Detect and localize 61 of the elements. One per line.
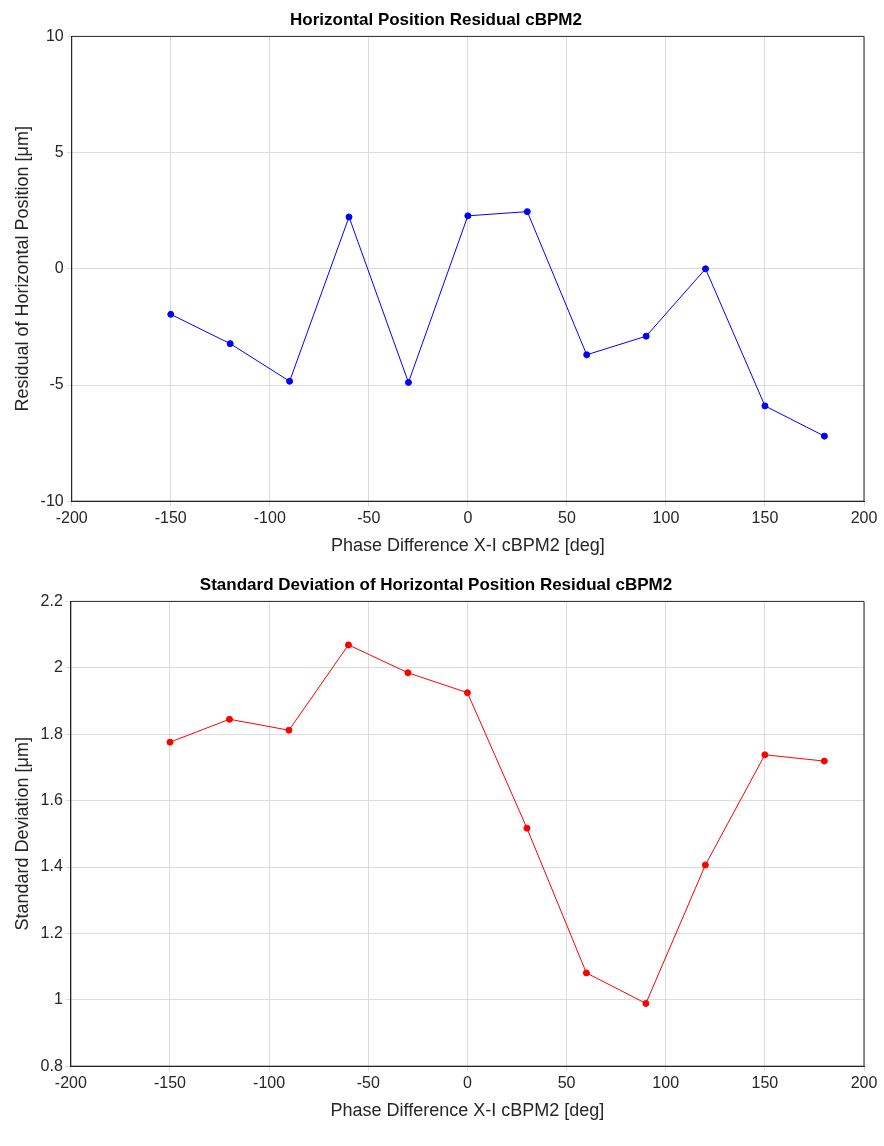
point xyxy=(225,715,233,723)
y-tick-label: 1 xyxy=(53,990,63,1008)
y-tick-label: 2 xyxy=(53,658,63,676)
y-tick-label: 1.2 xyxy=(40,923,63,941)
point xyxy=(286,377,294,385)
x-tick-label: 200 xyxy=(850,509,878,527)
y-tick-label: 2.2 xyxy=(40,591,63,609)
point xyxy=(523,824,531,832)
y-axis-title: Residual of Horizontal Position [μm] xyxy=(11,126,32,412)
point xyxy=(464,212,472,220)
point xyxy=(761,751,769,759)
x-axis-title: Phase Difference X-I cBPM2 [deg] xyxy=(330,535,605,556)
y-tick-label: 1.4 xyxy=(40,857,63,875)
x-tick-label: -150 xyxy=(153,1074,187,1092)
x-tick-label: -150 xyxy=(154,509,187,527)
x-tick-label: 100 xyxy=(652,509,680,527)
point xyxy=(642,999,650,1007)
point xyxy=(582,969,590,977)
point xyxy=(702,265,710,273)
x-tick-label: 150 xyxy=(751,509,779,527)
x-tick-label: 0 xyxy=(463,509,473,527)
x-tick-label: 0 xyxy=(462,1074,472,1092)
y-tick-label: 10 xyxy=(45,26,64,44)
point xyxy=(463,689,471,697)
x-tick-label: -50 xyxy=(356,1074,380,1092)
y-tick-label: 0 xyxy=(54,259,64,277)
x-axis-title: Phase Difference X-I cBPM2 [deg] xyxy=(330,1100,605,1121)
x-tick-label: -100 xyxy=(253,509,286,527)
point xyxy=(344,641,352,649)
x-tick-label: 50 xyxy=(558,509,576,527)
x-tick-label: -100 xyxy=(253,1074,286,1092)
y-tick-label: 5 xyxy=(54,143,64,161)
chart-title: Standard Deviation of Horizontal Position Residual cBPM2 xyxy=(199,574,673,594)
x-tick-label: -50 xyxy=(357,509,381,527)
point xyxy=(285,726,293,734)
point xyxy=(404,669,412,677)
x-tick-label: 150 xyxy=(751,1074,779,1092)
point xyxy=(820,757,828,765)
x-tick-label: -200 xyxy=(55,509,88,527)
point xyxy=(167,310,175,318)
x-tick-label: 200 xyxy=(850,1074,878,1092)
x-tick-label: -200 xyxy=(54,1074,87,1092)
y-tick-label: -5 xyxy=(49,375,64,393)
y-tick-label: 1.6 xyxy=(40,791,63,809)
y-tick-label: 0.8 xyxy=(40,1056,63,1074)
chart-title: Horizontal Position Residual cBPM2 xyxy=(290,9,582,29)
y-axis-title: Standard Deviation [μm] xyxy=(11,737,32,931)
point xyxy=(583,351,591,359)
x-tick-label: 100 xyxy=(652,1074,680,1092)
point xyxy=(523,208,531,216)
point xyxy=(166,738,174,746)
point xyxy=(404,378,412,386)
point xyxy=(642,332,650,340)
point xyxy=(820,432,828,440)
y-tick-label: -10 xyxy=(40,491,64,509)
point xyxy=(701,861,709,869)
point xyxy=(761,402,769,410)
x-tick-label: 50 xyxy=(557,1074,576,1092)
y-tick-label: 1.8 xyxy=(40,724,63,742)
point xyxy=(226,340,234,348)
point xyxy=(345,213,353,221)
